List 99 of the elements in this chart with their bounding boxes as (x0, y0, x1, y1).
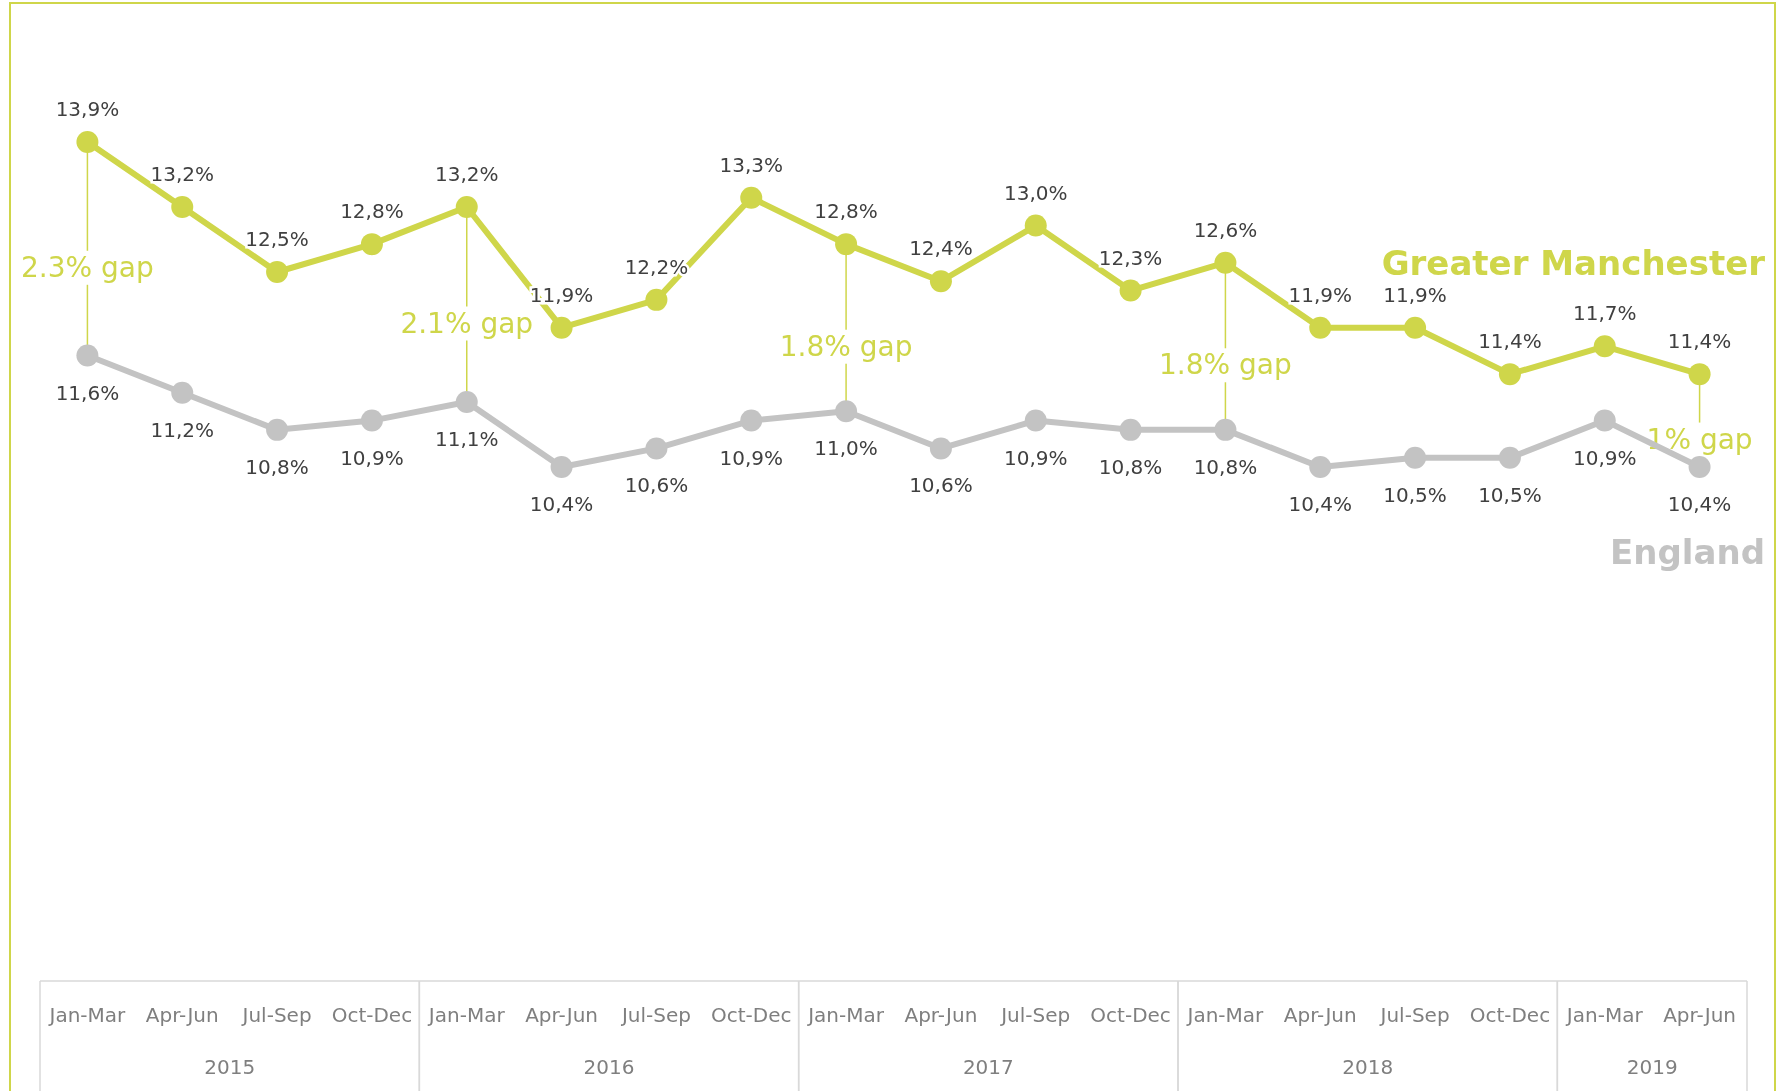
data-label: 11,4% (1478, 329, 1542, 354)
data-label: 11,2% (150, 417, 215, 442)
x-tick-label: Oct-Dec (711, 1003, 792, 1027)
data-label: 13,3% (719, 152, 784, 177)
x-tick-label: Jan-Mar (426, 1003, 506, 1027)
data-label: 10,6% (909, 473, 973, 498)
data-label: 10,8% (1193, 454, 1258, 479)
point (1688, 456, 1711, 478)
data-label: 10,5% (1478, 482, 1542, 507)
point (1214, 251, 1237, 274)
data-label: 10,9% (1572, 445, 1637, 470)
point (1214, 418, 1237, 441)
point (1498, 446, 1521, 469)
data-label: 12,6% (1193, 217, 1258, 242)
point (929, 270, 952, 293)
data-label: 13,2% (434, 162, 499, 186)
text: 2016 (583, 1055, 635, 1079)
point (1498, 363, 1521, 386)
data-label: 11,0% (814, 436, 878, 461)
point (1688, 363, 1711, 386)
point (76, 344, 99, 367)
data-label: 12,5% (245, 227, 309, 251)
x-tick-label: Jul-Sep (1378, 1003, 1450, 1027)
annotation: 1.8% gap (1159, 348, 1292, 382)
annotation: 2.3% gap (21, 250, 154, 284)
point (171, 196, 194, 218)
text: 2017 (962, 1055, 1014, 1079)
data-label: 13,0% (1003, 180, 1068, 205)
point (455, 391, 478, 413)
point (171, 381, 194, 404)
data-label: 10,8% (245, 454, 309, 479)
series-label: Greater Manchester (1381, 243, 1766, 283)
data-label: 10,5% (1383, 482, 1447, 507)
point (360, 233, 383, 256)
data-label: 10,4% (529, 492, 594, 516)
x-tick-label: Oct-Dec (1090, 1003, 1171, 1027)
x-tick-label: Jan-Mar (1564, 1003, 1644, 1027)
data-label: 10,9% (340, 445, 404, 470)
point (1309, 456, 1332, 478)
point (740, 186, 763, 209)
data-label: 11,6% (55, 380, 120, 405)
x-tick-label: Jan-Mar (47, 1003, 127, 1027)
x-tick-label: Apr-Jun (525, 1003, 599, 1027)
x-tick-label: Apr-Jun (1663, 1003, 1737, 1027)
x-tick-label: Oct-Dec (331, 1003, 413, 1027)
point (1309, 316, 1332, 339)
data-label: 10,6% (624, 473, 689, 498)
text: 2015 (204, 1055, 256, 1079)
data-label: 12,8% (340, 199, 404, 224)
point (1024, 409, 1047, 432)
point (1119, 418, 1142, 441)
point (1404, 316, 1427, 339)
data-label: 12,4% (909, 236, 973, 261)
x-tick-label: Jul-Sep (999, 1003, 1071, 1027)
text: England (1610, 532, 1765, 572)
data-label: 10,9% (719, 445, 784, 470)
data-label: 12,8% (814, 199, 878, 224)
point (266, 418, 289, 441)
data-label: 10,8% (1098, 454, 1163, 479)
annotation: 1.8% gap (779, 329, 913, 363)
x-tick-label: Apr-Jun (1283, 1003, 1357, 1027)
data-label: 13,2% (150, 162, 215, 186)
point (550, 316, 573, 339)
x-tick-label: Jan-Mar (1185, 1003, 1265, 1027)
point (1024, 214, 1047, 237)
point (76, 131, 99, 153)
point (360, 409, 383, 432)
point (929, 437, 952, 460)
point (835, 233, 858, 256)
point (645, 437, 668, 460)
point (740, 409, 763, 432)
text: 2019 (1626, 1055, 1678, 1079)
point (1593, 409, 1616, 432)
text: 2018 (1342, 1055, 1394, 1079)
point (550, 456, 573, 478)
data-label: 11,4% (1667, 329, 1732, 354)
x-tick-label: Jan-Mar (806, 1003, 885, 1027)
point (1593, 335, 1616, 358)
point (1119, 279, 1142, 302)
point (1404, 446, 1427, 469)
data-label: 10,4% (1288, 492, 1353, 516)
point (266, 261, 289, 283)
data-label: 10,4% (1667, 492, 1732, 516)
point (835, 400, 858, 423)
point (645, 288, 668, 311)
data-label: 11,1% (434, 427, 499, 451)
x-tick-label: Jul-Sep (240, 1003, 312, 1027)
annotation: 2.1% gap (400, 306, 534, 340)
data-label: 11,9% (1383, 282, 1447, 307)
point (455, 196, 478, 218)
data-label: 12,3% (1098, 245, 1163, 270)
data-label: 13,9% (55, 97, 120, 121)
x-tick-label: Apr-Jun (145, 1003, 219, 1027)
x-tick-label: Jul-Sep (619, 1003, 691, 1027)
x-tick-label: Oct-Dec (1469, 1003, 1551, 1027)
data-label: 11,7% (1572, 301, 1637, 326)
data-label: 10,9% (1003, 445, 1068, 470)
x-tick-label: Apr-Jun (904, 1003, 978, 1027)
data-label: 11,9% (1288, 282, 1353, 307)
